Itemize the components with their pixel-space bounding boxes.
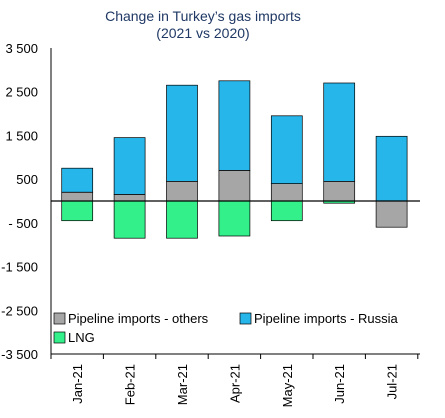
bar-segment <box>113 200 146 239</box>
chart-subtitle: (2021 vs 2020) <box>156 25 249 41</box>
x-tick-label: Feb-21 <box>123 364 138 405</box>
bars <box>61 80 408 239</box>
legend-swatch <box>53 331 66 344</box>
bar-segment <box>61 167 94 193</box>
x-tick-label: Mar-21 <box>175 364 190 405</box>
bar-segment <box>166 180 198 202</box>
x-tick-label: Jan-21 <box>70 364 85 404</box>
y-tick-label: -1 500 <box>1 260 38 275</box>
bar-segment <box>218 80 251 171</box>
bar-segment <box>270 200 303 222</box>
bar-segment <box>218 170 251 202</box>
x-tick-label: Apr-21 <box>227 364 242 403</box>
bar-segment <box>61 200 94 222</box>
chart-title: Change in Turkey’s gas imports <box>105 8 301 24</box>
y-tick-label: - 500 <box>8 216 38 231</box>
bar-segment <box>166 200 198 239</box>
y-tick-label: 500 <box>16 172 38 187</box>
bar-segment <box>113 137 146 195</box>
y-tick-label: 1 500 <box>5 128 38 143</box>
bar-segment <box>270 115 303 184</box>
y-tick-label: -3 500 <box>1 347 38 362</box>
bar-segment <box>218 200 251 237</box>
x-tick-label: Jul-21 <box>385 364 400 399</box>
legend-label: Pipeline imports - others <box>68 311 209 326</box>
legend-swatch <box>53 312 66 325</box>
legend: Pipeline imports - others Pipeline import… <box>53 311 399 345</box>
bar-segment <box>270 183 303 202</box>
bar-segment <box>113 194 146 202</box>
bar-segment <box>375 200 408 228</box>
bar-segment <box>61 191 94 202</box>
legend-swatch <box>239 312 252 325</box>
x-axis: Jan-21 Feb-21 Mar-21 Apr-21 May-21 Jun-21 Jul-… <box>50 353 420 407</box>
y-axis: 3 500 2 500 1 500 500 - 500 -1 500 -2 500 -3 50… <box>1 41 52 362</box>
bar-segment <box>166 84 198 182</box>
bar-segment <box>375 135 408 202</box>
legend-label: LNG <box>68 330 95 345</box>
y-tick-label: -2 500 <box>1 303 38 318</box>
bar-segment <box>323 180 356 202</box>
legend-label: Pipeline imports - Russia <box>254 311 399 326</box>
x-tick-label: May-21 <box>280 364 295 407</box>
y-tick-label: 3 500 <box>5 41 38 56</box>
bar-segment <box>323 82 356 182</box>
y-tick-label: 2 500 <box>5 85 38 100</box>
x-tick-label: Jun-21 <box>332 364 347 404</box>
